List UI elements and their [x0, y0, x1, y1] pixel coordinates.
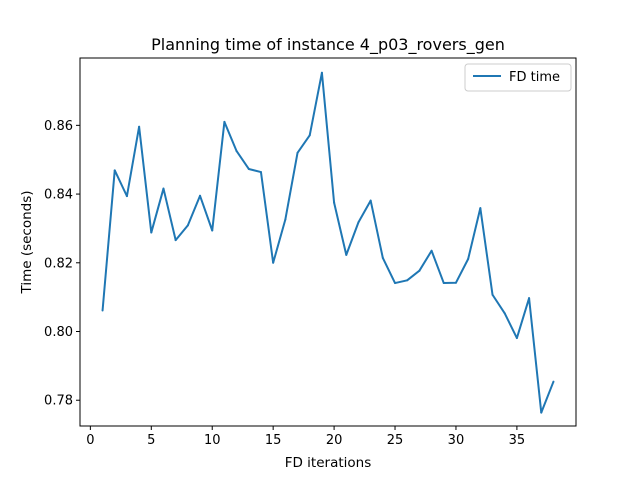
- data-point: [418, 269, 421, 272]
- plot-area: 0 5 10 15 20 25 30 35 0.78 0.80 0.82 0.84 0.86: [44, 57, 577, 448]
- data-point: [174, 239, 177, 242]
- series-line-fd-time: [101, 71, 555, 414]
- data-point: [515, 337, 518, 340]
- data-point: [272, 261, 275, 264]
- data-point: [125, 195, 128, 198]
- data-point: [540, 411, 543, 414]
- data-point: [211, 229, 214, 232]
- chart-title: Planning time of instance 4_p03_rovers_g…: [151, 35, 505, 55]
- data-point: [138, 125, 141, 128]
- data-point: [333, 201, 336, 204]
- x-tick-label: 5: [147, 433, 155, 448]
- x-tick-label: 25: [387, 433, 404, 448]
- y-tick-label: 0.86: [44, 119, 73, 134]
- x-tick-label: 0: [86, 433, 94, 448]
- y-tick-label: 0.84: [44, 188, 73, 203]
- data-point: [150, 231, 153, 234]
- data-point: [186, 224, 189, 227]
- data-point: [101, 309, 104, 312]
- data-point: [503, 312, 506, 315]
- data-point: [394, 282, 397, 285]
- x-tick-label: 15: [265, 433, 282, 448]
- axes-frame: [79, 57, 577, 427]
- data-point: [345, 253, 348, 256]
- data-point: [406, 279, 409, 282]
- data-point: [223, 120, 226, 123]
- data-point: [528, 297, 531, 300]
- x-tick-label: 35: [509, 433, 526, 448]
- data-point: [113, 169, 116, 172]
- data-point: [552, 380, 555, 383]
- legend-box: [464, 63, 572, 92]
- data-point: [284, 218, 287, 221]
- data-point: [259, 171, 262, 174]
- y-axis-label: Time (seconds): [19, 190, 35, 294]
- y-tick-label: 0.82: [44, 256, 73, 271]
- data-point: [235, 150, 238, 153]
- legend-label-fd-time: FD time: [509, 70, 560, 85]
- data-point: [479, 207, 482, 210]
- x-axis-label: FD iterations: [285, 455, 372, 471]
- data-point: [162, 187, 165, 190]
- y-tick-label: 0.80: [44, 325, 73, 340]
- data-point: [199, 194, 202, 197]
- data-point: [454, 281, 457, 284]
- data-point: [247, 167, 250, 170]
- y-tick-label: 0.78: [44, 394, 73, 409]
- x-tick-label: 20: [326, 433, 343, 448]
- data-point: [308, 134, 311, 137]
- data-point: [296, 151, 299, 154]
- data-point: [381, 256, 384, 259]
- data-point: [491, 293, 494, 296]
- data-point: [320, 71, 323, 74]
- x-tick-label: 30: [448, 433, 465, 448]
- data-point: [430, 249, 433, 252]
- x-tick-label: 10: [204, 433, 221, 448]
- data-point: [467, 258, 470, 261]
- data-point: [442, 282, 445, 285]
- data-point: [369, 199, 372, 202]
- legend: FD time: [464, 63, 572, 92]
- data-point: [357, 221, 360, 224]
